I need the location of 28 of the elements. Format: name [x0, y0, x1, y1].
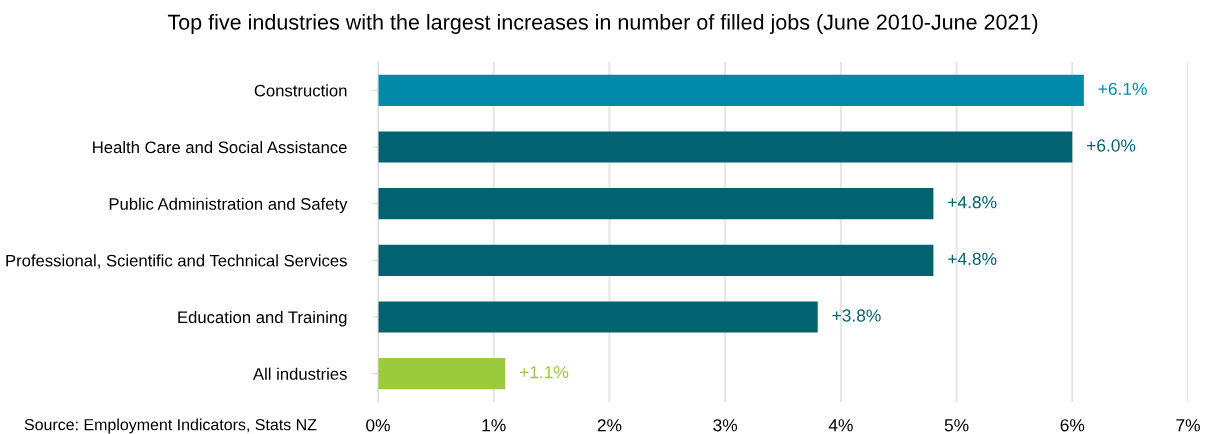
x-tick-label: 7%: [1176, 419, 1200, 432]
x-tick-label: 6%: [1060, 419, 1085, 432]
bar: [378, 131, 1073, 163]
x-tick-label: 5%: [944, 419, 969, 432]
bar: [378, 301, 818, 333]
x-tick-label: 2%: [597, 419, 622, 432]
bar: [378, 74, 1084, 106]
y-tick-label: Public Administration and Safety: [109, 197, 348, 214]
data-label: +4.8%: [948, 196, 997, 209]
data-label: +4.8%: [948, 252, 997, 265]
x-tick-label: 4%: [828, 419, 853, 432]
y-tick-label: All industries: [253, 367, 347, 380]
data-label: +6.1%: [1098, 82, 1147, 95]
bar: [378, 244, 934, 276]
data-label: +6.0%: [1087, 139, 1136, 152]
y-tick-label: Health Care and Social Assistance: [93, 140, 347, 154]
source-note: Source: Employment Indicators, Stats NZ: [24, 418, 317, 434]
data-label: +3.8%: [832, 309, 881, 322]
y-tick-label: Education and Training: [178, 310, 347, 327]
x-tick-label: 3%: [713, 419, 738, 432]
x-tick-label: 1%: [482, 419, 506, 432]
x-tick-label: 0%: [366, 419, 390, 432]
chart-title: Top five industries with the largest increases in number of filled jobs (June 2010-June 2021): [167, 13, 1038, 35]
y-tick-label: Professional, Scientific and Technical Services: [6, 254, 347, 269]
bar: [378, 188, 934, 220]
y-tick-label: Construction: [254, 84, 347, 97]
data-label: +1.1%: [520, 366, 569, 379]
bar: [378, 358, 506, 390]
